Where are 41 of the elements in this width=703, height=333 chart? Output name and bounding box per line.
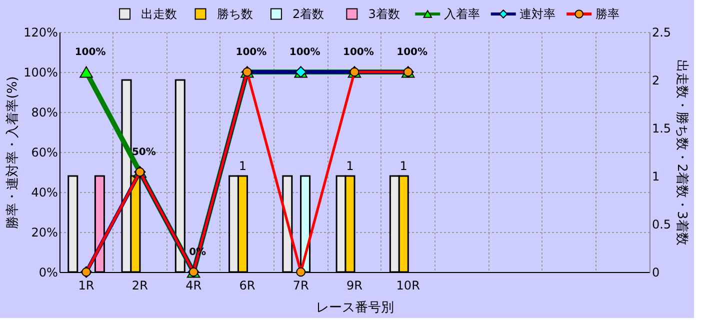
y-axis-title: 勝率・連対率・入着率(%) [4,76,21,229]
x-tick-label: 7R [292,278,309,292]
legend-label: 勝率 [595,7,620,21]
data-label: 1 [400,159,408,173]
legend-label: 2着数 [292,7,324,21]
data-label: 1 [346,159,354,173]
data-label: 100% [74,47,106,58]
legend-label: 勝ち数 [216,7,253,21]
legend-label: 出走数 [141,7,178,21]
data-label: 100% [289,47,320,58]
y2-tick-label: 0.5 [652,218,672,232]
point [296,267,306,277]
y-tick-label: 0% [38,266,58,280]
y-tick-label: 60% [31,146,58,160]
x-tick-label: 2R [132,278,148,292]
x-axis-title: レース番号別 [316,300,394,316]
y-tick-label: 40% [31,186,58,200]
x-tick-label: 4R [186,278,202,292]
point [80,66,93,78]
y2-tick-label: 1.5 [652,122,672,136]
y2-tick-label: 0 [652,266,660,280]
data-label: 1 [238,159,247,173]
legend-label: 連対率 [520,7,556,21]
y2-tick-label: 1 [652,170,660,184]
legend-label: 入着率 [444,7,480,21]
data-label: 100% [343,47,374,58]
data-label: 100% [396,47,428,58]
y-tick-label: 100% [24,66,58,80]
x-tick-label: 9R [346,278,362,292]
y2-tick-label: 2 [652,74,660,88]
y-tick-label: 120% [24,26,58,40]
y-tick-label: 80% [31,106,58,120]
x-tick-label: 10R [396,278,420,292]
y2-tick-label: 2.5 [652,26,672,40]
y-tick-label: 20% [31,226,58,240]
x-tick-label: 6R [239,278,256,292]
legend-label: 3着数 [368,7,400,21]
data-label: 100% [236,47,267,58]
x-tick-label: 1R [78,278,94,292]
y2-axis-title: 出走数・勝ち数・2着数・3着数 [674,60,690,246]
data-label: 50% [132,147,156,158]
